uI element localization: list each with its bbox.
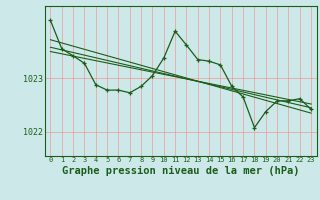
X-axis label: Graphe pression niveau de la mer (hPa): Graphe pression niveau de la mer (hPa) [62, 166, 300, 176]
